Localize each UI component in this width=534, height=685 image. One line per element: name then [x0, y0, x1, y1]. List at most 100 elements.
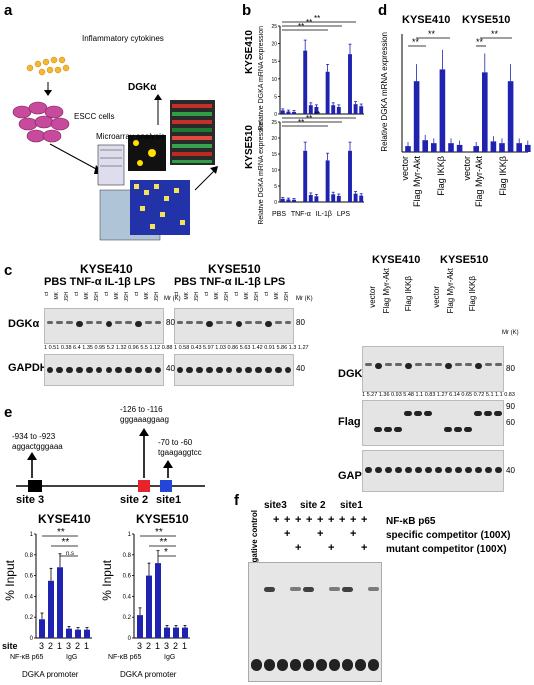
sig-label: ** [298, 118, 304, 127]
site-tick: 3 [137, 641, 143, 651]
blot-band [85, 367, 93, 373]
site-tick: 2 [48, 641, 54, 651]
blot-band [105, 321, 113, 327]
blot-band [56, 367, 64, 373]
lane-label: MK [214, 292, 220, 300]
bar [39, 619, 45, 638]
c-left-lanes-510: ct MK JSH ct MK JSH ct MK JSH ct MK JSH [174, 290, 296, 310]
bar [75, 629, 81, 638]
c-right-flag-blot [362, 400, 504, 446]
f-plus-sign: + [284, 528, 291, 540]
c-left-mw-label-1: Mr (K) [164, 296, 181, 302]
y-tick-label: 25 [271, 24, 277, 30]
c-gapdh-blot-510 [174, 354, 294, 386]
y-tick-label: 0.4 [123, 594, 132, 600]
bar [525, 144, 531, 152]
f-plus-sign: + [306, 514, 313, 526]
promoter-diagram: -934 to -923 aggactgggaaa -126 to -116 g… [10, 402, 210, 510]
blot-band [135, 321, 142, 327]
blot-band [85, 321, 93, 324]
e-group-label-2a: NF-κB p65 [108, 654, 142, 661]
sig-label: ** [160, 537, 168, 548]
f-site3-label: site3 [264, 500, 287, 511]
bar [353, 104, 358, 114]
lane-label: MK [54, 292, 60, 300]
blot-band [66, 367, 73, 373]
flag-band [424, 411, 432, 416]
c-dgka-blot-510 [174, 308, 294, 344]
blot-band [115, 367, 123, 373]
c-right-mw80: 80 [506, 364, 515, 373]
e-group-label-2b: IgG [164, 654, 176, 661]
bar [303, 150, 308, 202]
lane-label: JSH [154, 292, 160, 302]
y-tick-label: 15 [271, 59, 277, 65]
f-plus-sign: + [273, 514, 280, 526]
bar [482, 72, 488, 152]
blot-band [424, 363, 432, 366]
panel-d-ylabel: Relative DGKA mRNA expression [380, 32, 389, 152]
xtick-pbs: PBS [272, 211, 287, 218]
flag-band [484, 411, 492, 416]
lane-label: MK [244, 292, 250, 300]
blot-band [56, 321, 64, 324]
c-left-gapdh-label: GAPDH [8, 362, 48, 374]
c-right-dgka-blot [362, 346, 504, 392]
y-tick-label: 0 [274, 200, 277, 206]
bar [173, 627, 179, 638]
blot-band [125, 321, 132, 324]
panel-b-letter: b [242, 2, 252, 19]
sig-label: ** [412, 37, 420, 47]
blot-band [225, 367, 233, 373]
sig-label: ** [62, 537, 70, 548]
sig-label: ** [57, 527, 65, 538]
y-tick-label: 20 [271, 136, 277, 142]
shift-band [368, 587, 379, 591]
panel-b-top-line: KYSE410 [244, 30, 255, 74]
e-ylabel-1: % Input [3, 560, 17, 601]
y-tick-label: 10 [271, 77, 277, 83]
sig-label: ** [476, 37, 484, 47]
y-tick-label: 1 [30, 532, 34, 538]
blot-band [225, 321, 233, 324]
flag-band [394, 427, 402, 432]
y-tick-label: 10 [271, 168, 277, 174]
blot-band [454, 467, 462, 473]
blot-band [494, 467, 502, 473]
bar [413, 81, 420, 152]
c-left-line-1: KYSE410 [80, 262, 133, 276]
y-tick-label: 20 [271, 42, 277, 48]
bar [331, 105, 336, 114]
blot-band [414, 467, 422, 473]
e-promoter-1: DGKA promoter [22, 670, 79, 679]
sig-label: ** [491, 29, 499, 39]
c-right-ikk-2: Flag IKKβ [468, 276, 477, 312]
shift-band [264, 587, 275, 592]
blot-band [245, 321, 253, 324]
flag-band [454, 427, 462, 432]
blot-band [66, 321, 73, 324]
site1-label: site1 [156, 494, 182, 506]
blot-band [424, 467, 432, 473]
shift-band [329, 587, 340, 591]
sig-label: ** [306, 18, 312, 27]
panel-f-letter: f [234, 492, 239, 509]
lane-label: MK [84, 292, 90, 300]
bar [405, 146, 411, 152]
lane-label: ct [234, 292, 240, 296]
c-right-vector-1: vector [368, 286, 377, 308]
c-gapdh-blot-410 [44, 354, 164, 386]
blot-band [235, 367, 243, 373]
bar [146, 575, 152, 638]
blot-band [265, 321, 272, 327]
f-row-3-label: mutant competitor (100X) [386, 544, 507, 555]
site-tick: 1 [84, 641, 90, 651]
sig-label: ** [314, 14, 320, 23]
y-tick-label: 0.6 [25, 574, 34, 580]
c-left-treatments-2: PBS TNF-α IL-1β LPS [174, 276, 286, 288]
lane-label: MK [114, 292, 120, 300]
y-tick-label: 0 [274, 112, 277, 118]
site-tick: 1 [57, 641, 63, 651]
c-left-dgka-label: DGKα [8, 318, 40, 330]
c-right-ratios: 1 5.27 1.36 0.93 5.48 1.1 0.83 1.27 6.14… [362, 392, 515, 398]
